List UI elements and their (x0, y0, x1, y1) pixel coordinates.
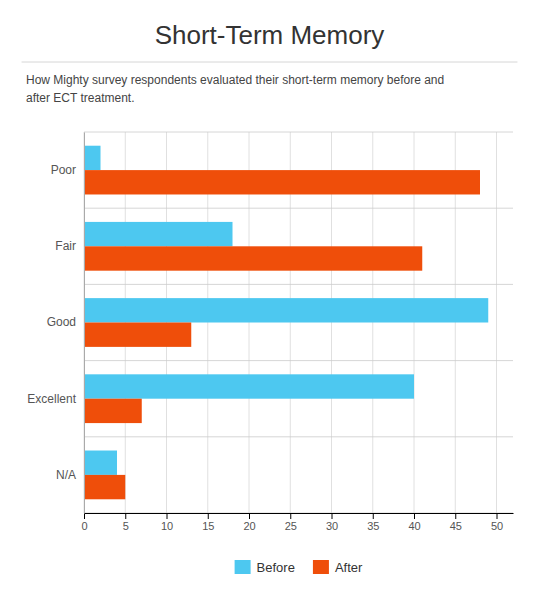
legend-swatch (313, 560, 329, 574)
group-separator (84, 436, 513, 437)
x-tick: 30 (326, 513, 338, 532)
x-tick-mark (414, 513, 415, 519)
group-separator (84, 208, 513, 209)
grid-line (496, 132, 497, 513)
chart: Short-Term Memory How Mighty survey respo… (0, 0, 539, 591)
legend: Before After (235, 560, 363, 575)
x-tick-label: 50 (491, 520, 503, 532)
y-tick-label: Good (47, 315, 76, 329)
title: Short-Term Memory (155, 20, 385, 50)
legend-swatch (235, 560, 251, 574)
x-tick-mark (84, 513, 85, 519)
x-tick: 20 (243, 513, 255, 532)
bar (84, 170, 480, 194)
x-tick: 5 (123, 513, 129, 532)
series (84, 146, 488, 475)
x-tick: 35 (367, 513, 379, 532)
plot: 0 5 10 15 20 25 30 35 40 45 50 N/A Excellent Good Fair… (27, 132, 513, 532)
bars (84, 146, 488, 500)
legend-label: After (335, 560, 363, 575)
x-tick-mark (455, 513, 456, 519)
x-tick-mark (497, 513, 498, 519)
x-tick-label: 30 (326, 520, 338, 532)
y-tick-label: N/A (56, 468, 76, 482)
x-tick-mark (249, 513, 250, 519)
y-tick: Poor (51, 163, 76, 177)
bar (84, 475, 125, 499)
x-tick: 10 (161, 513, 173, 532)
x-tick-label: 25 (285, 520, 297, 532)
bar (84, 298, 488, 322)
x-tick-label: 40 (408, 520, 420, 532)
x-tick-mark (125, 513, 126, 519)
y-tick-label: Excellent (27, 392, 76, 406)
y-axis: N/A Excellent Good Fair Poor (27, 133, 84, 514)
x-tick-mark (208, 513, 209, 519)
y-tick: Fair (55, 239, 76, 253)
x-tick-mark (332, 513, 333, 519)
group-separator (84, 284, 513, 285)
x-tick: 25 (285, 513, 297, 532)
x-tick: 15 (202, 513, 214, 532)
bar (84, 323, 191, 347)
x-tick-mark (167, 513, 168, 519)
bar (84, 246, 422, 270)
x-tick-label: 20 (243, 520, 255, 532)
bar (84, 222, 233, 246)
x-tick: 50 (491, 513, 503, 532)
bar (84, 374, 414, 398)
y-tick: Good (47, 315, 76, 329)
y-tick-label: Poor (51, 163, 76, 177)
x-tick: 40 (408, 513, 420, 532)
x-tick: 0 (81, 513, 87, 532)
x-tick-label: 35 (367, 520, 379, 532)
y-tick: N/A (56, 468, 76, 482)
y-tick-label: Fair (55, 239, 76, 253)
legend-item: Before (235, 560, 295, 575)
grid-line (84, 132, 85, 513)
group-separator (84, 360, 513, 361)
x-tick-label: 5 (123, 520, 129, 532)
x-tick-label: 15 (202, 520, 214, 532)
x-axis: 0 5 10 15 20 25 30 35 40 45 50 (81, 513, 513, 532)
legend-label: Before (257, 560, 295, 575)
x-tick-mark (373, 513, 374, 519)
y-tick: Excellent (27, 392, 76, 406)
grid (84, 132, 497, 513)
x-axis-line (85, 513, 514, 514)
subtitle: How Mighty survey respondents evaluated … (26, 73, 444, 105)
x-tick: 45 (450, 513, 462, 532)
bar (84, 146, 101, 170)
group-separator (84, 513, 513, 514)
x-tick-mark (290, 513, 291, 519)
series (84, 170, 480, 499)
x-tick-label: 10 (161, 520, 173, 532)
legend-item: After (313, 560, 363, 575)
x-tick-label: 0 (81, 520, 87, 532)
bar (84, 399, 142, 423)
x-tick-label: 45 (450, 520, 462, 532)
y-axis-line (84, 133, 85, 514)
bar (84, 451, 117, 475)
group-separator (84, 132, 513, 133)
group-separators (84, 132, 513, 513)
title-rule (22, 62, 518, 63)
